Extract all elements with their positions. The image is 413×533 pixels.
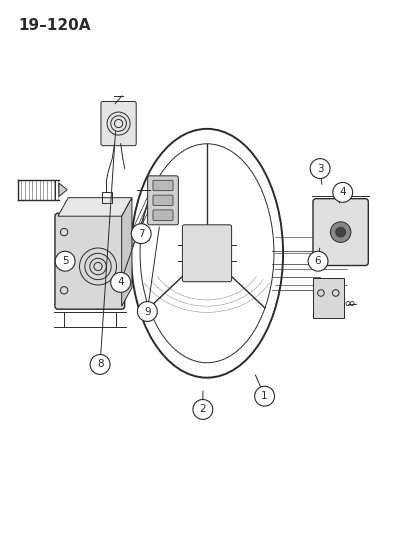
FancyBboxPatch shape — [55, 213, 124, 309]
FancyBboxPatch shape — [152, 195, 173, 206]
Circle shape — [307, 251, 327, 271]
Circle shape — [192, 400, 212, 419]
Text: 9: 9 — [144, 306, 150, 317]
Circle shape — [330, 222, 350, 243]
FancyBboxPatch shape — [312, 199, 368, 265]
Polygon shape — [58, 198, 132, 216]
Circle shape — [110, 272, 130, 292]
Text: 5: 5 — [62, 256, 68, 266]
Circle shape — [332, 182, 352, 203]
Circle shape — [335, 227, 345, 237]
Text: 1: 1 — [261, 391, 267, 401]
Text: 7: 7 — [138, 229, 144, 239]
FancyBboxPatch shape — [312, 278, 343, 318]
Circle shape — [90, 354, 110, 374]
FancyBboxPatch shape — [182, 225, 231, 282]
Text: 2: 2 — [199, 405, 206, 415]
Text: 4: 4 — [117, 277, 123, 287]
Text: 19–120A: 19–120A — [18, 18, 90, 33]
Polygon shape — [121, 198, 132, 306]
Circle shape — [254, 386, 274, 406]
FancyBboxPatch shape — [147, 176, 178, 225]
FancyBboxPatch shape — [152, 210, 173, 220]
Circle shape — [137, 302, 157, 321]
Polygon shape — [59, 183, 67, 197]
Text: 3: 3 — [316, 164, 323, 174]
Text: 4: 4 — [339, 188, 345, 197]
Circle shape — [55, 251, 75, 271]
FancyBboxPatch shape — [152, 180, 173, 191]
Ellipse shape — [191, 233, 222, 273]
Circle shape — [309, 159, 329, 179]
FancyBboxPatch shape — [101, 101, 136, 146]
Text: 8: 8 — [97, 359, 103, 369]
Text: 6: 6 — [314, 256, 320, 266]
Circle shape — [131, 224, 151, 244]
